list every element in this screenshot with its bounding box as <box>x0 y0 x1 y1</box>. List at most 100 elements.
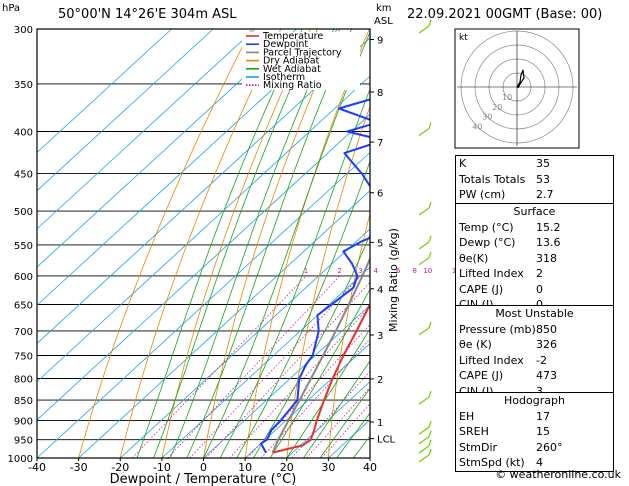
surface-label: θe(K) <box>459 251 489 265</box>
isotherm <box>286 381 370 458</box>
x-tick-label: 30 <box>321 461 335 474</box>
wind-barb <box>418 207 430 216</box>
wind-barb <box>418 25 430 34</box>
most_unstable-row: θe (K) 326 <box>456 337 613 353</box>
isotherm <box>244 342 370 458</box>
surface-value: 2 <box>536 267 543 280</box>
hodograph-ring-label: 40 <box>472 123 482 132</box>
wet-adiabat <box>153 29 318 458</box>
mixing-ratio-label: 6 <box>396 267 401 275</box>
most_unstable-value: 3 <box>536 384 543 398</box>
mixing-ratio-label: 8 <box>412 267 416 275</box>
wet-adiabat <box>286 328 370 458</box>
dry-adiabat <box>244 29 370 458</box>
pressure-tick-label: 450 <box>14 169 33 180</box>
most_unstable-row: Lifted Index -2 <box>456 353 613 369</box>
parcel-trajectory-line <box>271 256 370 454</box>
km-tick-label: 1 <box>377 418 383 429</box>
dry-adiabat <box>78 29 252 458</box>
isotherm <box>37 29 339 306</box>
mixing-ratio-label: 4 <box>374 267 379 275</box>
pressure-tick-label: 700 <box>14 327 33 338</box>
mixing-ratio-line <box>260 338 370 458</box>
pressure-axis: 300 350 400 450 500 550 600 650 700 750 800 850 900 9… <box>8 25 33 465</box>
surface-title: Surface <box>513 205 556 218</box>
isotherm <box>203 304 370 458</box>
wind-barb-flag <box>428 439 432 447</box>
hodo_params-value: 4 <box>536 456 543 469</box>
hodo_params-label: StmDir <box>459 440 498 454</box>
hodo_params-row: SREH 15 <box>456 424 613 440</box>
isotherm <box>37 29 214 192</box>
km-tick-label: 3 <box>377 331 383 342</box>
mixing-ratio-line <box>189 275 361 458</box>
surface-row: Dewp (°C) 13.6 <box>456 235 613 251</box>
wind-barb-flag <box>428 321 432 329</box>
surface-label: Lifted Index <box>459 267 524 280</box>
wind-barb-flag <box>428 251 432 259</box>
hodo_params-value: 17 <box>536 409 550 423</box>
wind-barb <box>418 426 430 435</box>
isotherm <box>37 37 370 344</box>
temperature-line <box>272 302 370 454</box>
surface-row: Temp (°C) 15.2 <box>456 220 613 236</box>
isotherm <box>78 190 370 458</box>
most-unstable-title: Most Unstable <box>495 307 574 320</box>
most_unstable-value: -2 <box>536 353 547 367</box>
legend-label: Dry Adiabat <box>263 56 320 67</box>
pressure-tick-label: 950 <box>14 436 33 447</box>
km-tick-label: 8 <box>377 88 383 99</box>
dewpoint-line <box>260 98 370 454</box>
km-tick-label: 9 <box>377 36 383 47</box>
km-unit-label: km <box>376 3 392 14</box>
most_unstable-label: θe (K) <box>459 338 492 351</box>
surface-value: 13.6 <box>536 236 561 249</box>
wet-adiabat <box>236 160 370 458</box>
mixing-ratio-label: 10 <box>423 267 432 275</box>
x-tick-label: 0 <box>200 461 207 474</box>
most_unstable-row: CAPE (J) 473 <box>456 368 613 384</box>
legend-label: Wet Adiabat <box>263 64 321 75</box>
temperature-axis: -40 -30 -20 -10 0 10 20 30 40 <box>28 458 377 474</box>
plot-background <box>37 29 370 458</box>
km-tick-label: 5 <box>377 238 383 249</box>
wet-adiabat <box>169 29 335 458</box>
wind-barbs <box>418 19 432 463</box>
wet-adiabat <box>303 360 370 458</box>
pressure-tick-label: 600 <box>14 272 33 283</box>
isotherm <box>161 266 370 458</box>
surface-label: CAPE (J) <box>459 282 504 296</box>
indices-panel: K 35 Totals Totals 53 PW (cm) 2.7 <box>455 155 614 204</box>
wind-barb-flag <box>428 19 432 27</box>
surface-panel: Surface Temp (°C) 15.2 Dewp (°C) 13.6 θe(K) 3… <box>455 203 614 314</box>
wet-adiabat <box>136 29 303 458</box>
dry-adiabat <box>203 29 341 458</box>
height-axis: 9 8 7 6 5 4 3 2 1 LCL <box>370 36 396 446</box>
wind-barb <box>418 436 430 445</box>
x-tick-label: -20 <box>111 461 129 474</box>
legend-label: Dewpoint <box>263 39 308 50</box>
hodo_params-row: StmDir 260° <box>456 440 613 456</box>
hodo_params-row: EH 17 <box>456 409 613 425</box>
indices-label: Totals Totals <box>459 172 526 186</box>
km-tick-label: 6 <box>377 189 383 200</box>
wet-adiabat <box>269 288 370 458</box>
surface-row: θe(K) 318 <box>456 251 613 267</box>
wind-barb-flag <box>428 430 432 437</box>
hodograph-ring-label: 10 <box>502 93 512 102</box>
hodo_params-value: 260° <box>536 440 563 454</box>
x-tick-label: 20 <box>280 461 294 474</box>
legend-label: Isotherm <box>263 72 305 83</box>
dry-adiabat <box>119 29 282 458</box>
hodo_params-label: EH <box>459 409 475 423</box>
hodo_params-row: StmSpd (kt) 4 <box>456 455 613 471</box>
station-location: 50°00'N 14°26'E 304m ASL <box>58 7 237 22</box>
hodo_params-label: SREH <box>459 425 489 438</box>
wind-barb-flag <box>428 421 432 428</box>
pressure-tick-label: 1000 <box>8 454 33 465</box>
indices-row: Totals Totals 53 <box>456 172 613 188</box>
surface-value: 0 <box>536 282 543 296</box>
surface-label: Temp (°C) <box>459 220 514 234</box>
pressure-tick-label: 350 <box>14 80 33 91</box>
